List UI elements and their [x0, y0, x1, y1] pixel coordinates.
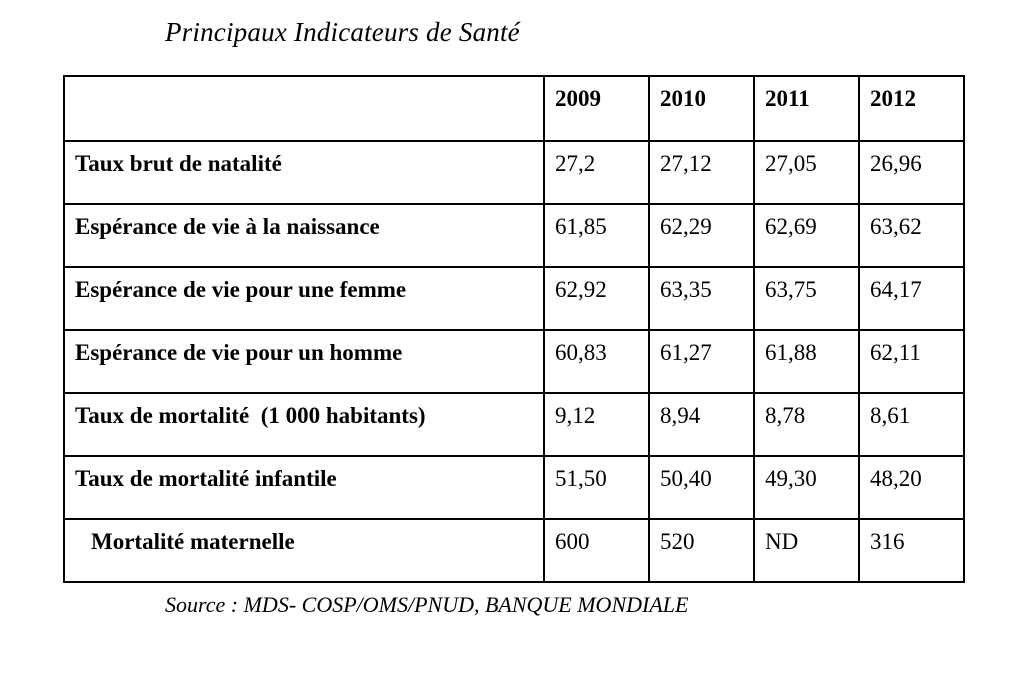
cell-value: 63,35	[648, 266, 755, 331]
cell-value: ND	[753, 518, 860, 583]
cell-value: 600	[543, 518, 650, 583]
cell-value: 63,75	[753, 266, 860, 331]
cell-value: 50,40	[648, 455, 755, 520]
row-label-esperance-vie-femme: Espérance de vie pour une femme	[63, 266, 545, 331]
header-year-2010: 2010	[648, 75, 755, 142]
source-caption: Source : MDS- COSP/OMS/PNUD, BANQUE MOND…	[165, 592, 689, 617]
cell-value: 61,88	[753, 329, 860, 394]
row-label-mortalite-maternelle: Mortalité maternelle	[63, 518, 545, 583]
header-year-2012: 2012	[858, 75, 965, 142]
table-row: Espérance de vie pour un homme 60,83 61,…	[63, 329, 965, 394]
health-indicators-table: 2009 2010 2011 2012 Taux brut de natalit…	[63, 75, 965, 583]
table-row: Taux de mortalité (1 000 habitants) 9,12…	[63, 392, 965, 457]
row-label-esperance-vie-homme: Espérance de vie pour un homme	[63, 329, 545, 394]
table-title: Principaux Indicateurs de Santé	[165, 17, 520, 47]
table-row: Espérance de vie pour une femme 62,92 63…	[63, 266, 965, 331]
cell-value: 316	[858, 518, 965, 583]
cell-value: 520	[648, 518, 755, 583]
cell-value: 61,85	[543, 203, 650, 268]
header-year-2011: 2011	[753, 75, 860, 142]
header-empty-cell	[63, 75, 545, 142]
table-row: Mortalité maternelle 600 520 ND 316	[63, 518, 965, 583]
cell-value: 26,96	[858, 140, 965, 205]
cell-value: 62,69	[753, 203, 860, 268]
cell-value: 62,92	[543, 266, 650, 331]
cell-value: 61,27	[648, 329, 755, 394]
cell-value: 27,05	[753, 140, 860, 205]
cell-value: 63,62	[858, 203, 965, 268]
table-row: Espérance de vie à la naissance 61,85 62…	[63, 203, 965, 268]
cell-value: 27,2	[543, 140, 650, 205]
cell-value: 51,50	[543, 455, 650, 520]
cell-value: 64,17	[858, 266, 965, 331]
header-row: 2009 2010 2011 2012	[63, 75, 965, 142]
cell-value: 49,30	[753, 455, 860, 520]
row-label-taux-mortalite-infantile: Taux de mortalité infantile	[63, 455, 545, 520]
row-label-taux-brut-natalite: Taux brut de natalité	[63, 140, 545, 205]
cell-value: 60,83	[543, 329, 650, 394]
row-label-esperance-vie-naissance: Espérance de vie à la naissance	[63, 203, 545, 268]
table-row: Taux de mortalité infantile 51,50 50,40 …	[63, 455, 965, 520]
cell-value: 48,20	[858, 455, 965, 520]
cell-value: 9,12	[543, 392, 650, 457]
cell-value: 8,61	[858, 392, 965, 457]
cell-value: 8,78	[753, 392, 860, 457]
cell-value: 62,11	[858, 329, 965, 394]
header-year-2009: 2009	[543, 75, 650, 142]
table-row: Taux brut de natalité 27,2 27,12 27,05 2…	[63, 140, 965, 205]
cell-value: 62,29	[648, 203, 755, 268]
cell-value: 27,12	[648, 140, 755, 205]
cell-value: 8,94	[648, 392, 755, 457]
row-label-taux-mortalite: Taux de mortalité (1 000 habitants)	[63, 392, 545, 457]
